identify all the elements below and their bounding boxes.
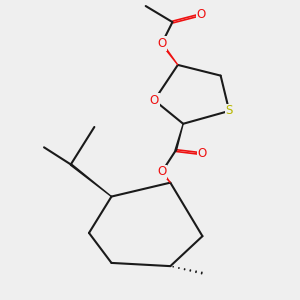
- Polygon shape: [70, 164, 112, 196]
- Text: O: O: [157, 165, 167, 178]
- Text: O: O: [157, 37, 167, 50]
- Text: O: O: [150, 94, 159, 107]
- Polygon shape: [161, 43, 178, 65]
- Text: S: S: [226, 104, 233, 117]
- Polygon shape: [161, 172, 170, 183]
- Text: O: O: [198, 147, 207, 160]
- Polygon shape: [175, 124, 183, 151]
- Text: O: O: [197, 8, 206, 21]
